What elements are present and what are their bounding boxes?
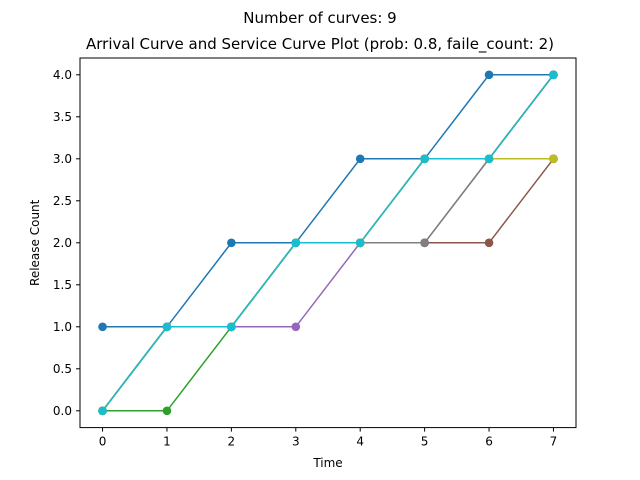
chart-title: Number of curves: 9: [243, 9, 396, 27]
y-tick-label: 4.0: [53, 68, 72, 82]
x-axis-label: Time: [312, 456, 342, 470]
y-tick-label: 1.0: [53, 320, 72, 334]
data-point: [355, 154, 365, 164]
y-tick-label: 0.0: [53, 404, 72, 418]
series-line-1: [102, 74, 554, 328]
data-point: [355, 238, 365, 248]
series-1: [98, 70, 558, 332]
data-point: [291, 322, 301, 332]
data-point: [291, 238, 301, 248]
x-tick-label: 2: [228, 435, 236, 449]
data-point: [227, 322, 236, 332]
data-point: [162, 406, 172, 416]
series-9: [98, 70, 558, 416]
plot-area: [98, 70, 558, 416]
data-point: [484, 238, 494, 248]
data-point: [420, 154, 429, 164]
y-tick-label: 3.5: [53, 110, 72, 124]
data-point: [484, 154, 494, 164]
y-tick-label: 1.5: [53, 278, 72, 292]
y-axis-label: Release Count: [28, 199, 42, 286]
chart-subtitle: Arrival Curve and Service Curve Plot (pr…: [86, 35, 554, 54]
y-tick-label: 0.5: [53, 362, 72, 376]
x-tick-label: 6: [485, 435, 493, 449]
x-tick-label: 1: [163, 435, 171, 449]
data-point: [98, 322, 107, 332]
y-tick-label: 3.0: [53, 152, 72, 166]
x-tick-label: 3: [292, 435, 300, 449]
series-line-9: [101, 74, 555, 412]
data-point: [98, 406, 107, 416]
series-5: [98, 154, 558, 416]
y-tick-label: 2.5: [53, 194, 72, 208]
y-tick-label: 2.0: [53, 236, 72, 250]
x-tick-label: 4: [356, 435, 364, 449]
data-point: [227, 238, 236, 248]
data-point: [162, 322, 172, 332]
x-tick-label: 0: [99, 435, 107, 449]
data-point: [484, 70, 494, 80]
series-line-5: [101, 158, 554, 412]
x-tick-label: 5: [421, 435, 429, 449]
axis-ticks: 0 1 2 3 4 5 6 7 0.0 0.5 1.0 1.5 2.0 2.5 3.0 3.5 4.0: [53, 68, 557, 449]
data-point: [420, 238, 429, 248]
x-tick-label: 7: [550, 435, 558, 449]
data-point: [549, 154, 558, 164]
data-point: [549, 70, 558, 80]
